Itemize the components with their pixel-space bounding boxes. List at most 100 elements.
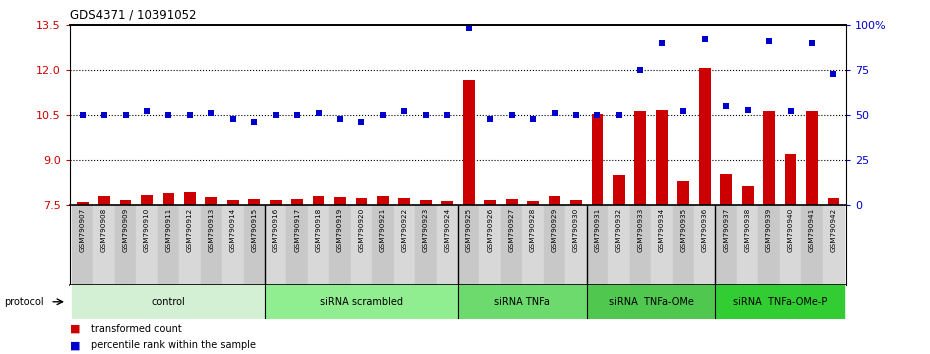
Text: percentile rank within the sample: percentile rank within the sample xyxy=(91,340,256,350)
Point xyxy=(354,119,369,125)
Text: ■: ■ xyxy=(70,340,80,350)
Bar xyxy=(587,285,715,319)
Point xyxy=(418,112,433,118)
Bar xyxy=(72,205,93,285)
Bar xyxy=(227,200,239,205)
Bar xyxy=(523,205,544,285)
Text: GSM790914: GSM790914 xyxy=(230,208,236,252)
Text: siRNA  TNFa-OMe-P: siRNA TNFa-OMe-P xyxy=(733,297,827,307)
Bar xyxy=(436,205,458,285)
Text: siRNA TNFa: siRNA TNFa xyxy=(495,297,551,307)
Text: siRNA scrambled: siRNA scrambled xyxy=(320,297,403,307)
Point xyxy=(118,112,133,118)
Point xyxy=(676,109,691,114)
Point xyxy=(333,116,348,121)
Text: transformed count: transformed count xyxy=(91,324,182,333)
Bar xyxy=(351,205,372,285)
Point xyxy=(483,116,498,121)
Text: GSM790908: GSM790908 xyxy=(101,208,107,252)
Bar xyxy=(270,200,282,205)
Text: GSM790941: GSM790941 xyxy=(809,208,815,252)
Bar xyxy=(244,205,265,285)
Text: GSM790927: GSM790927 xyxy=(509,208,514,252)
Bar xyxy=(308,205,329,285)
Bar xyxy=(715,285,844,319)
Bar xyxy=(651,205,672,285)
Bar xyxy=(265,285,458,319)
Text: GSM790923: GSM790923 xyxy=(423,208,429,252)
Text: GSM790907: GSM790907 xyxy=(80,208,86,252)
Point xyxy=(268,112,283,118)
Point xyxy=(804,40,819,46)
Bar xyxy=(672,205,694,285)
Bar xyxy=(506,199,518,205)
Bar xyxy=(779,205,802,285)
Bar xyxy=(613,175,625,205)
Bar xyxy=(694,205,715,285)
Bar xyxy=(291,199,303,205)
Text: control: control xyxy=(152,297,185,307)
Bar xyxy=(141,195,153,205)
Bar xyxy=(355,198,367,205)
Bar xyxy=(737,205,758,285)
Point xyxy=(246,119,261,125)
Bar xyxy=(248,199,260,205)
Bar xyxy=(565,205,587,285)
Bar xyxy=(698,68,711,205)
Bar xyxy=(677,181,689,205)
Text: GSM790931: GSM790931 xyxy=(594,208,601,252)
Point xyxy=(290,112,305,118)
Text: GSM790920: GSM790920 xyxy=(358,208,365,252)
Bar xyxy=(720,174,732,205)
Bar xyxy=(329,205,351,285)
Text: protocol: protocol xyxy=(4,297,44,307)
Bar xyxy=(420,200,432,205)
Text: GSM790936: GSM790936 xyxy=(702,208,708,252)
Point xyxy=(161,112,176,118)
Text: GSM790913: GSM790913 xyxy=(208,208,214,252)
Bar xyxy=(527,201,539,205)
Bar xyxy=(802,205,823,285)
Point xyxy=(590,112,604,118)
Bar xyxy=(630,205,651,285)
Bar xyxy=(634,110,646,205)
Bar xyxy=(179,205,201,285)
Bar xyxy=(656,110,668,205)
Text: siRNA  TNFa-OMe: siRNA TNFa-OMe xyxy=(608,297,694,307)
Point xyxy=(633,67,648,73)
Text: GSM790933: GSM790933 xyxy=(637,208,644,252)
Bar xyxy=(806,110,817,205)
Bar xyxy=(206,197,218,205)
Point xyxy=(826,71,841,76)
Text: GSM790934: GSM790934 xyxy=(658,208,665,252)
Text: GSM790916: GSM790916 xyxy=(272,208,279,252)
Text: GSM790921: GSM790921 xyxy=(380,208,386,252)
Point xyxy=(525,116,540,121)
Bar xyxy=(398,198,410,205)
Bar xyxy=(463,80,474,205)
Text: GSM790911: GSM790911 xyxy=(166,208,171,252)
Bar xyxy=(591,114,604,205)
Point xyxy=(182,112,197,118)
Bar xyxy=(570,200,582,205)
Bar xyxy=(393,205,415,285)
Bar xyxy=(764,110,775,205)
Text: GSM790922: GSM790922 xyxy=(402,208,407,252)
Point xyxy=(611,112,626,118)
Bar xyxy=(742,186,753,205)
Text: GSM790930: GSM790930 xyxy=(573,208,579,252)
Bar xyxy=(587,205,608,285)
Point xyxy=(140,109,154,114)
Bar xyxy=(458,285,587,319)
Text: GSM790919: GSM790919 xyxy=(337,208,343,252)
Text: GSM790917: GSM790917 xyxy=(294,208,300,252)
Bar xyxy=(758,205,779,285)
Point xyxy=(225,116,240,121)
Text: GSM790928: GSM790928 xyxy=(530,208,536,252)
Text: GSM790912: GSM790912 xyxy=(187,208,193,252)
Text: GSM790915: GSM790915 xyxy=(251,208,258,252)
Bar xyxy=(828,198,840,205)
Point xyxy=(698,36,712,42)
Bar xyxy=(312,196,325,205)
Bar xyxy=(201,205,222,285)
